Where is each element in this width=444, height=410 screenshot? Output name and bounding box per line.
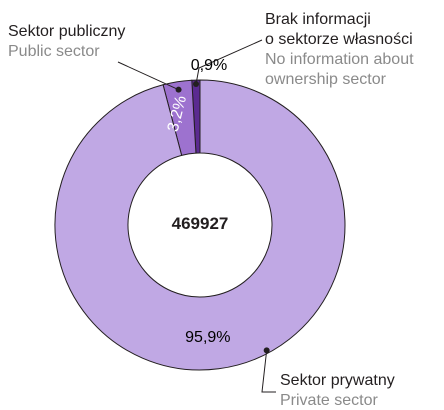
public-name-en: Public sector bbox=[8, 43, 100, 60]
noinfo-name-en-2: ownership sector bbox=[265, 71, 386, 88]
legend-label-noinfo: Brak informacji o sektorze własności No … bbox=[265, 10, 414, 90]
private-name-pl: Sektor prywatny bbox=[280, 372, 395, 389]
slice-label-private: 95,9% bbox=[185, 329, 230, 346]
leader-line-noinfo bbox=[195, 39, 263, 85]
leader-line-public bbox=[117, 61, 179, 91]
leader-line-private bbox=[261, 350, 276, 393]
public-name-pl: Sektor publiczny bbox=[8, 23, 126, 40]
donut-slice-public bbox=[162, 79, 197, 156]
slice-label-noinfo: 0,9% bbox=[191, 57, 227, 74]
noinfo-name-pl-1: Brak informacji bbox=[265, 11, 371, 28]
noinfo-name-pl-2: o sektorze własności bbox=[265, 31, 413, 48]
donut-slice-private bbox=[54, 79, 346, 371]
legend-label-private: Sektor prywatny Private sector bbox=[280, 371, 395, 410]
noinfo-name-en-1: No information about bbox=[265, 51, 414, 68]
private-name-en: Private sector bbox=[280, 392, 378, 409]
legend-label-public: Sektor publiczny Public sector bbox=[8, 22, 125, 62]
donut-total-label: 469927 bbox=[172, 214, 229, 233]
